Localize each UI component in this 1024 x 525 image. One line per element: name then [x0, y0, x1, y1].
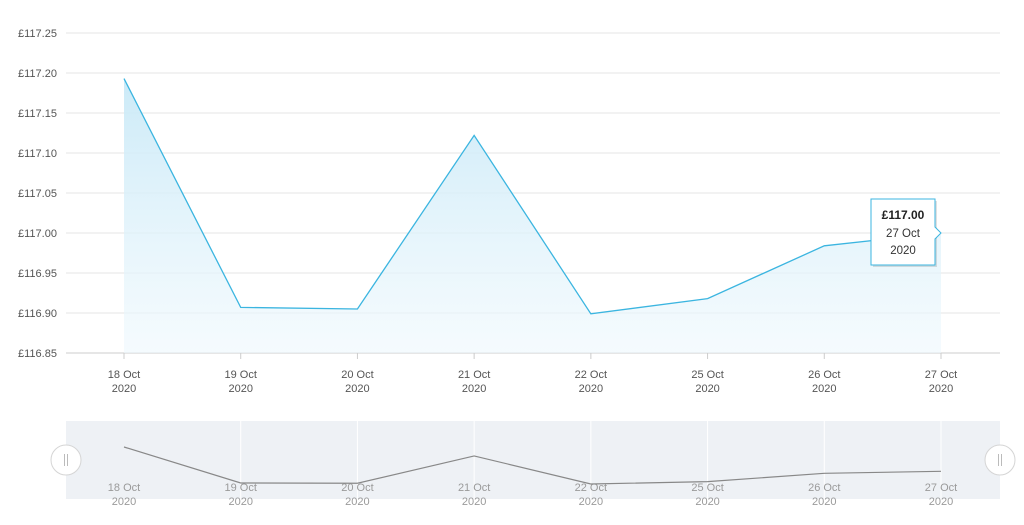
handle-circle[interactable] [984, 444, 1016, 476]
y-tick-label: £116.95 [18, 268, 57, 280]
price-tooltip: £117.00 27 Oct 2020 [870, 198, 942, 267]
x-tick-label-year: 2020 [228, 383, 252, 395]
tooltip-box [870, 198, 942, 266]
x-tick-label-date: 21 Oct [458, 369, 490, 381]
navigator-x-label-year: 2020 [812, 496, 836, 508]
y-tick-label: £117.15 [18, 108, 57, 120]
x-axis-ticks [123, 353, 942, 359]
x-tick-label-date: 22 Oct [575, 369, 607, 381]
navigator-series-line [123, 446, 942, 485]
navigator-x-label-year: 2020 [462, 496, 486, 508]
y-axis-tick-labels: £116.85 £116.90 £116.95 £117.00 £117.05 £117.… [18, 28, 57, 360]
x-tick-label-date: 27 Oct [925, 369, 957, 381]
x-tick-label-year: 2020 [112, 383, 136, 395]
navigator-left-handle[interactable] [50, 444, 82, 476]
handle-circle[interactable] [50, 444, 82, 476]
x-tick-label-year: 2020 [929, 383, 953, 395]
x-tick-label-year: 2020 [345, 383, 369, 395]
y-tick-label: £117.10 [18, 148, 57, 160]
x-axis-tick-labels: 18 Oct 2020 19 Oct 2020 20 Oct 2020 21 Oct 2020… [108, 369, 957, 395]
navigator[interactable]: 18 Oct 2020 19 Oct 2020 20 Oct 2020 21 Oct 2020… [50, 421, 1016, 508]
y-tick-label: £117.00 [18, 228, 57, 240]
navigator-x-label-year: 2020 [579, 496, 603, 508]
navigator-x-label-date: 20 Oct [341, 482, 373, 494]
navigator-x-label-date: 18 Oct [108, 482, 140, 494]
navigator-background[interactable] [66, 421, 1000, 499]
data-point-hotspot[interactable] [118, 73, 130, 85]
tooltip-price: £117.00 [882, 208, 925, 222]
price-line [123, 78, 942, 315]
data-point-hotspot[interactable] [468, 129, 480, 141]
y-tick-label: £117.25 [18, 28, 57, 40]
x-tick-label-date: 19 Oct [225, 369, 257, 381]
x-tick-label-year: 2020 [579, 383, 603, 395]
data-point-hotspot[interactable] [585, 308, 597, 320]
y-tick-label: £117.20 [18, 68, 57, 80]
price-area [124, 78, 941, 353]
navigator-x-label-year: 2020 [929, 496, 953, 508]
navigator-right-handle[interactable] [984, 444, 1016, 476]
x-tick-label-year: 2020 [462, 383, 486, 395]
x-tick-label-date: 20 Oct [341, 369, 373, 381]
y-tick-label: £117.05 [18, 188, 57, 200]
navigator-x-label-year: 2020 [695, 496, 719, 508]
data-point-hotspot[interactable] [235, 301, 247, 313]
x-tick-label-date: 26 Oct [808, 369, 840, 381]
y-tick-label: £116.90 [18, 308, 57, 320]
price-line-series [118, 73, 942, 320]
price-area-fill [124, 78, 941, 353]
tooltip-date: 27 Oct [886, 228, 921, 240]
data-point-hotspot[interactable] [818, 240, 830, 252]
navigator-x-label-date: 19 Oct [225, 482, 257, 494]
x-tick-label-date: 25 Oct [691, 369, 723, 381]
grip-lines-icon [998, 454, 1002, 466]
navigator-x-label-year: 2020 [112, 496, 136, 508]
tooltip-year: 2020 [890, 245, 916, 257]
x-tick-label-date: 18 Oct [108, 369, 140, 381]
navigator-x-label-year: 2020 [228, 496, 252, 508]
x-tick-label-year: 2020 [695, 383, 719, 395]
x-tick-label-year: 2020 [812, 383, 836, 395]
navigator-x-label-date: 21 Oct [458, 482, 490, 494]
navigator-x-label-date: 25 Oct [691, 482, 723, 494]
navigator-x-label-date: 26 Oct [808, 482, 840, 494]
navigator-x-label-date: 22 Oct [575, 482, 607, 494]
navigator-x-label-year: 2020 [345, 496, 369, 508]
y-tick-label: £116.85 [18, 348, 57, 360]
grip-lines-icon [64, 454, 68, 466]
data-point-hotspot[interactable] [702, 293, 714, 305]
navigator-x-label-date: 27 Oct [925, 482, 957, 494]
data-point-hotspot[interactable] [351, 303, 363, 315]
